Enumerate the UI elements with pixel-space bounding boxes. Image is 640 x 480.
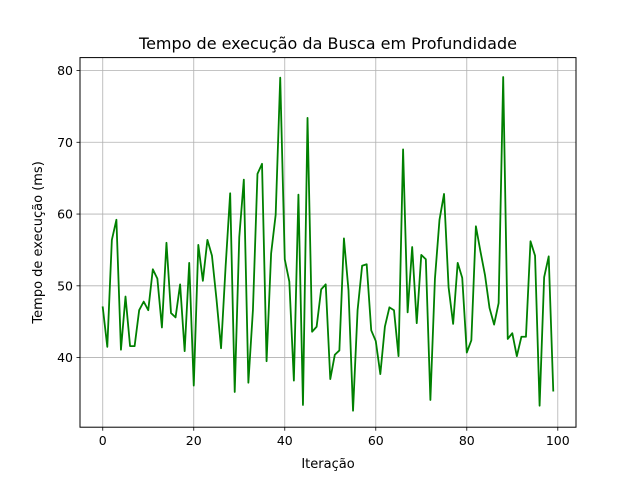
x-tick-label: 100	[546, 433, 570, 448]
x-tick-label: 60	[368, 433, 384, 448]
y-tick-label: 50	[57, 278, 73, 293]
y-tick-label: 70	[57, 135, 73, 150]
y-axis-ticks: 40 50 60 70 80	[57, 63, 80, 365]
grid-lines	[80, 57, 576, 428]
x-axis-ticks: 0 20 40 60 80 100	[99, 427, 570, 448]
y-axis-label: Tempo de execução (ms)	[31, 161, 46, 324]
y-tick-label: 60	[57, 207, 73, 222]
x-tick-label: 0	[99, 433, 107, 448]
chart-title: Tempo de execução da Busca em Profundida…	[138, 34, 517, 53]
x-tick-label: 80	[459, 433, 475, 448]
x-tick-label: 40	[277, 433, 293, 448]
x-axis-label: Iteração	[301, 457, 354, 472]
series-line	[101, 76, 555, 412]
y-tick-label: 40	[57, 350, 73, 365]
plot-frame	[79, 57, 577, 428]
y-tick-label: 80	[57, 63, 73, 78]
x-tick-label: 20	[186, 433, 202, 448]
